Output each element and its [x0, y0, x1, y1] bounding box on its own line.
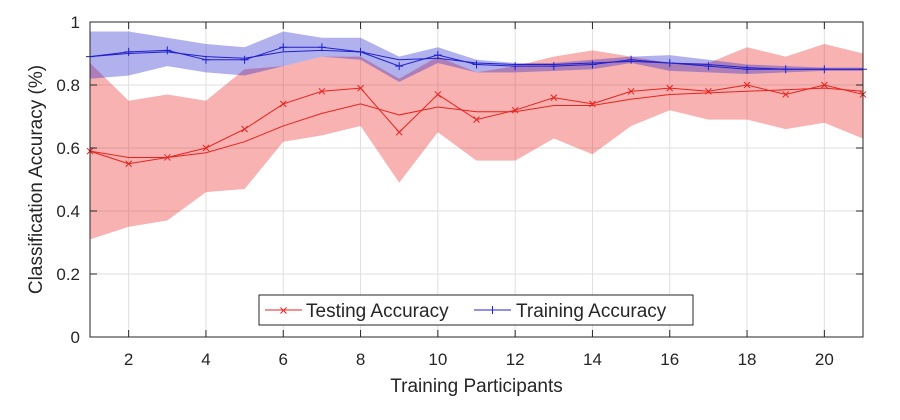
point-testing	[163, 154, 171, 161]
legend-marker-testing	[280, 307, 287, 314]
y-tick-label: 0.2	[56, 265, 80, 284]
y-tick-label: 0.8	[56, 76, 80, 95]
legend-label-testing: Testing Accuracy	[306, 301, 449, 322]
point-testing	[434, 91, 442, 98]
point-training	[433, 51, 442, 60]
point-training	[743, 65, 752, 74]
y-tick-label: 0.6	[56, 139, 80, 158]
point-testing	[318, 87, 326, 95]
x-tick-label: 18	[738, 350, 757, 369]
point-testing	[241, 125, 248, 133]
point-testing	[666, 84, 674, 92]
point-training	[201, 55, 210, 64]
point-testing	[705, 87, 712, 95]
point-testing	[357, 84, 364, 92]
point-training	[820, 65, 829, 74]
point-testing	[550, 94, 558, 101]
point-training	[124, 47, 133, 56]
point-training	[704, 62, 713, 71]
point-training	[163, 46, 172, 55]
x-tick-label: 6	[279, 350, 288, 369]
point-testing	[473, 116, 480, 124]
point-testing	[820, 81, 828, 89]
point-training	[781, 65, 790, 74]
y-tick-label: 0.4	[56, 202, 80, 221]
point-testing	[395, 128, 403, 136]
point-testing	[743, 81, 751, 89]
point-training	[665, 58, 674, 67]
x-axis-ticks: 2 4 6 8 10 12 14 16 18 20	[124, 22, 834, 369]
legend-label-training: Training Accuracy	[516, 301, 667, 322]
y-tick-label: 0	[71, 328, 80, 347]
x-tick-label: 8	[356, 350, 365, 369]
y-axis-label: Classification Accuracy (%)	[26, 65, 47, 294]
band-testing	[90, 44, 863, 240]
point-training	[279, 43, 288, 52]
point-training	[472, 60, 481, 69]
legend: Testing Accuracy Training Accuracy	[258, 294, 694, 326]
x-tick-label: 2	[124, 350, 133, 369]
point-testing	[782, 91, 790, 98]
x-tick-label: 16	[660, 350, 679, 369]
x-tick-label: 4	[201, 350, 210, 369]
point-testing	[511, 106, 519, 114]
trend-line-testing	[89, 87, 864, 158]
point-testing	[627, 87, 635, 95]
point-training	[356, 47, 365, 56]
y-axis-ticks: 0 0.2 0.4 0.6 0.8 1	[56, 13, 863, 347]
point-testing	[202, 144, 210, 152]
point-training	[395, 62, 404, 71]
x-tick-label: 20	[815, 350, 834, 369]
point-training	[588, 60, 597, 69]
point-training	[549, 62, 558, 71]
point-training	[627, 55, 636, 64]
point-training	[511, 62, 520, 71]
x-tick-label: 12	[506, 350, 525, 369]
plot-frame	[89, 21, 864, 338]
point-testing	[279, 100, 287, 108]
point-testing	[589, 100, 596, 108]
x-tick-label: 10	[428, 350, 447, 369]
point-training	[317, 43, 326, 52]
x-axis-label: Training Participants	[390, 376, 562, 397]
point-testing	[125, 160, 133, 168]
plot-area	[90, 22, 863, 337]
x-tick-label: 14	[583, 350, 602, 369]
legend-marker-training	[488, 306, 497, 314]
y-tick-label: 1	[71, 13, 80, 32]
point-training	[240, 55, 249, 64]
